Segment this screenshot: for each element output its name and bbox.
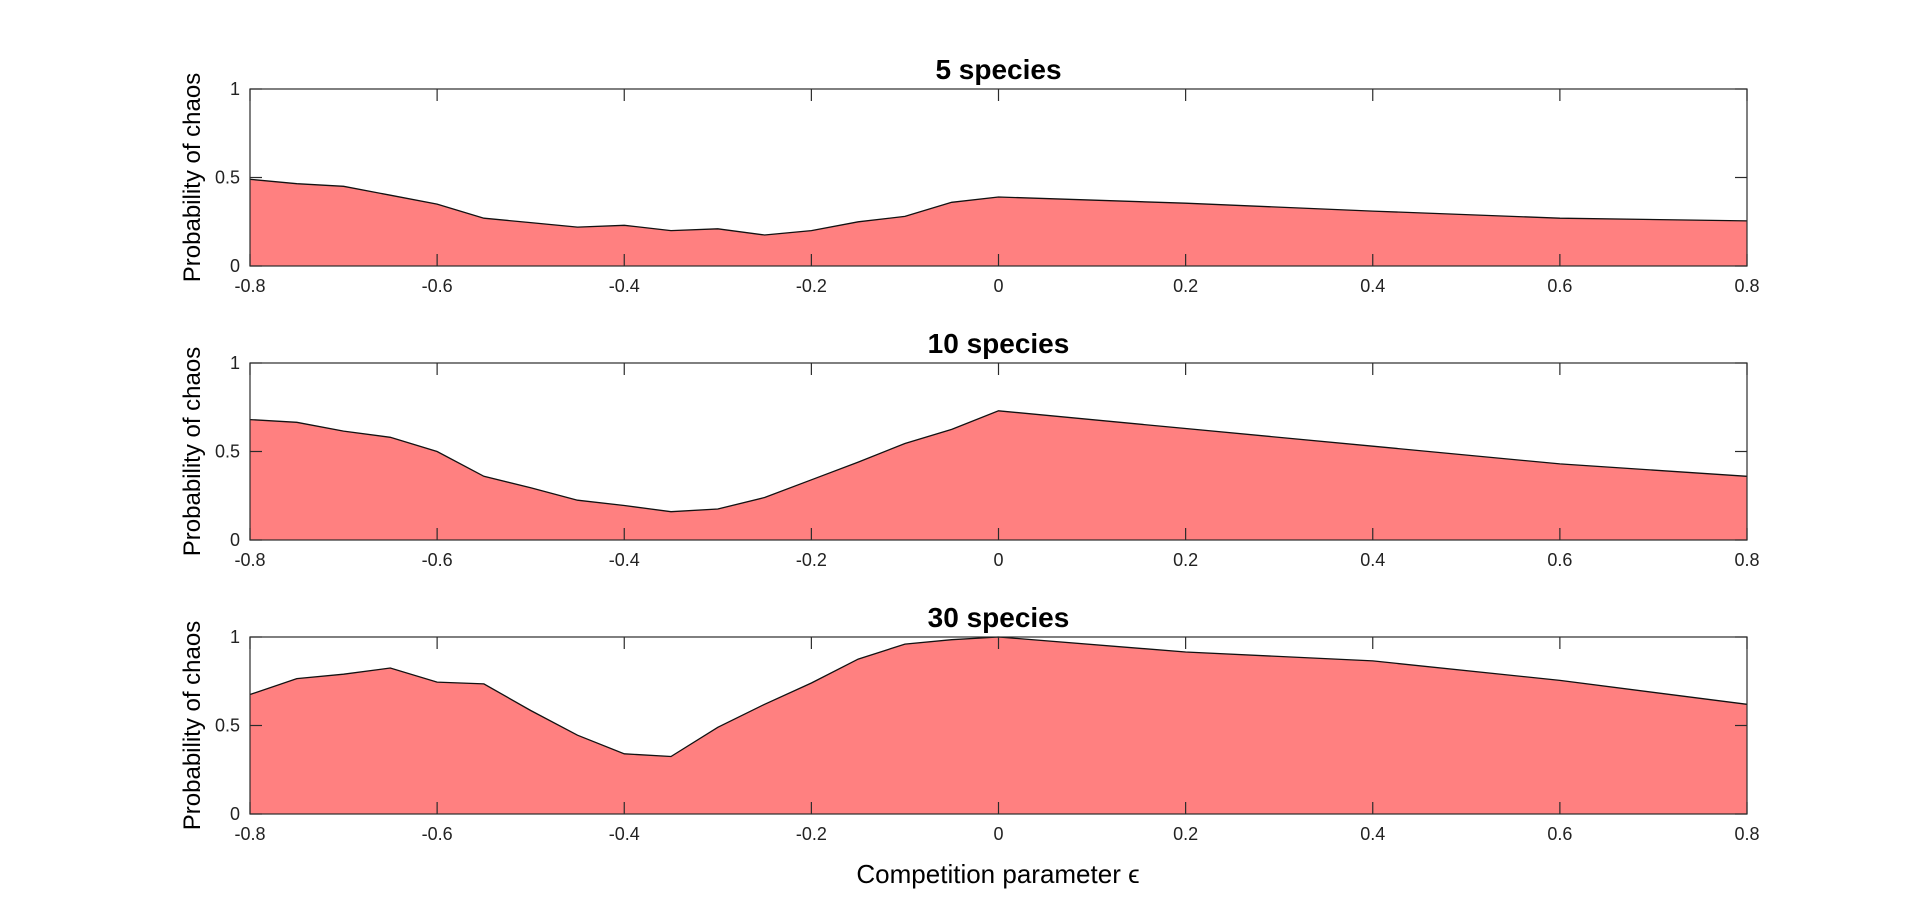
x-tick-label: 0.4: [1360, 276, 1385, 296]
x-tick-label: -0.8: [234, 824, 265, 844]
x-tick-label: 0.2: [1173, 824, 1198, 844]
y-axis-label: Probability of chaos: [179, 73, 206, 282]
y-tick-label: 1: [230, 627, 240, 647]
y-axis-label: Probability of chaos: [179, 347, 206, 556]
subplot-title: 30 species: [928, 602, 1070, 633]
x-tick-label: 0.4: [1360, 824, 1385, 844]
y-tick-label: 0: [230, 256, 240, 276]
series-line: [249, 178, 1748, 236]
subplot-title: 10 species: [928, 328, 1070, 359]
subplot-panels: -0.8 -0.6 -0.4 -0.2 0 0.2 0.4 0.6 0.8 0 0.5 1 5 spec…: [179, 54, 1760, 844]
y-tick-label: 0: [230, 804, 240, 824]
x-tick-label: -0.4: [609, 824, 640, 844]
area-fill: [250, 637, 1747, 814]
y-tick-label: 0: [230, 530, 240, 550]
area-fill: [250, 410, 1747, 540]
area-fill: [250, 179, 1747, 266]
x-tick-label: -0.2: [796, 276, 827, 296]
x-tick-label: -0.8: [234, 550, 265, 570]
y-axis-label: Probability of chaos: [179, 621, 206, 830]
x-tick-label: 0.8: [1734, 276, 1759, 296]
series-line: [249, 636, 1748, 758]
x-tick-label: 0.6: [1547, 276, 1572, 296]
x-tick-label: -0.2: [796, 824, 827, 844]
x-tick-label: 0.8: [1734, 550, 1759, 570]
x-tick-label: -0.6: [422, 276, 453, 296]
x-tick-label: -0.6: [422, 550, 453, 570]
series-line: [249, 410, 1748, 513]
x-tick-label: -0.4: [609, 276, 640, 296]
subplot-1: -0.8 -0.6 -0.4 -0.2 0 0.2 0.4 0.6 0.8 0 0.5 1 5 spec…: [179, 54, 1760, 296]
y-tick-label: 1: [230, 79, 240, 99]
x-tick-label: 0.2: [1173, 550, 1198, 570]
subplot-2: -0.8 -0.6 -0.4 -0.2 0 0.2 0.4 0.6 0.8 0 0.5 1 10 spe…: [179, 328, 1760, 570]
x-tick-label: 0.6: [1547, 824, 1572, 844]
x-tick-label: -0.8: [234, 276, 265, 296]
x-tick-label: 0: [993, 550, 1003, 570]
y-tick-label: 1: [230, 353, 240, 373]
x-tick-label: 0.4: [1360, 550, 1385, 570]
x-tick-label: -0.4: [609, 550, 640, 570]
subplot-3: -0.8 -0.6 -0.4 -0.2 0 0.2 0.4 0.6 0.8 0 0.5 1 30 spe…: [179, 602, 1760, 844]
x-tick-label: -0.6: [422, 824, 453, 844]
x-axis-label: Competition parameter ϵ: [856, 859, 1139, 889]
y-tick-label: 0.5: [215, 716, 240, 736]
x-tick-label: 0: [993, 824, 1003, 844]
x-tick-label: 0.2: [1173, 276, 1198, 296]
x-tick-label: 0: [993, 276, 1003, 296]
x-tick-label: 0.6: [1547, 550, 1572, 570]
y-tick-label: 0.5: [215, 442, 240, 462]
subplot-title: 5 species: [935, 54, 1061, 85]
x-tick-label: -0.2: [796, 550, 827, 570]
y-tick-label: 0.5: [215, 168, 240, 188]
x-tick-label: 0.8: [1734, 824, 1759, 844]
